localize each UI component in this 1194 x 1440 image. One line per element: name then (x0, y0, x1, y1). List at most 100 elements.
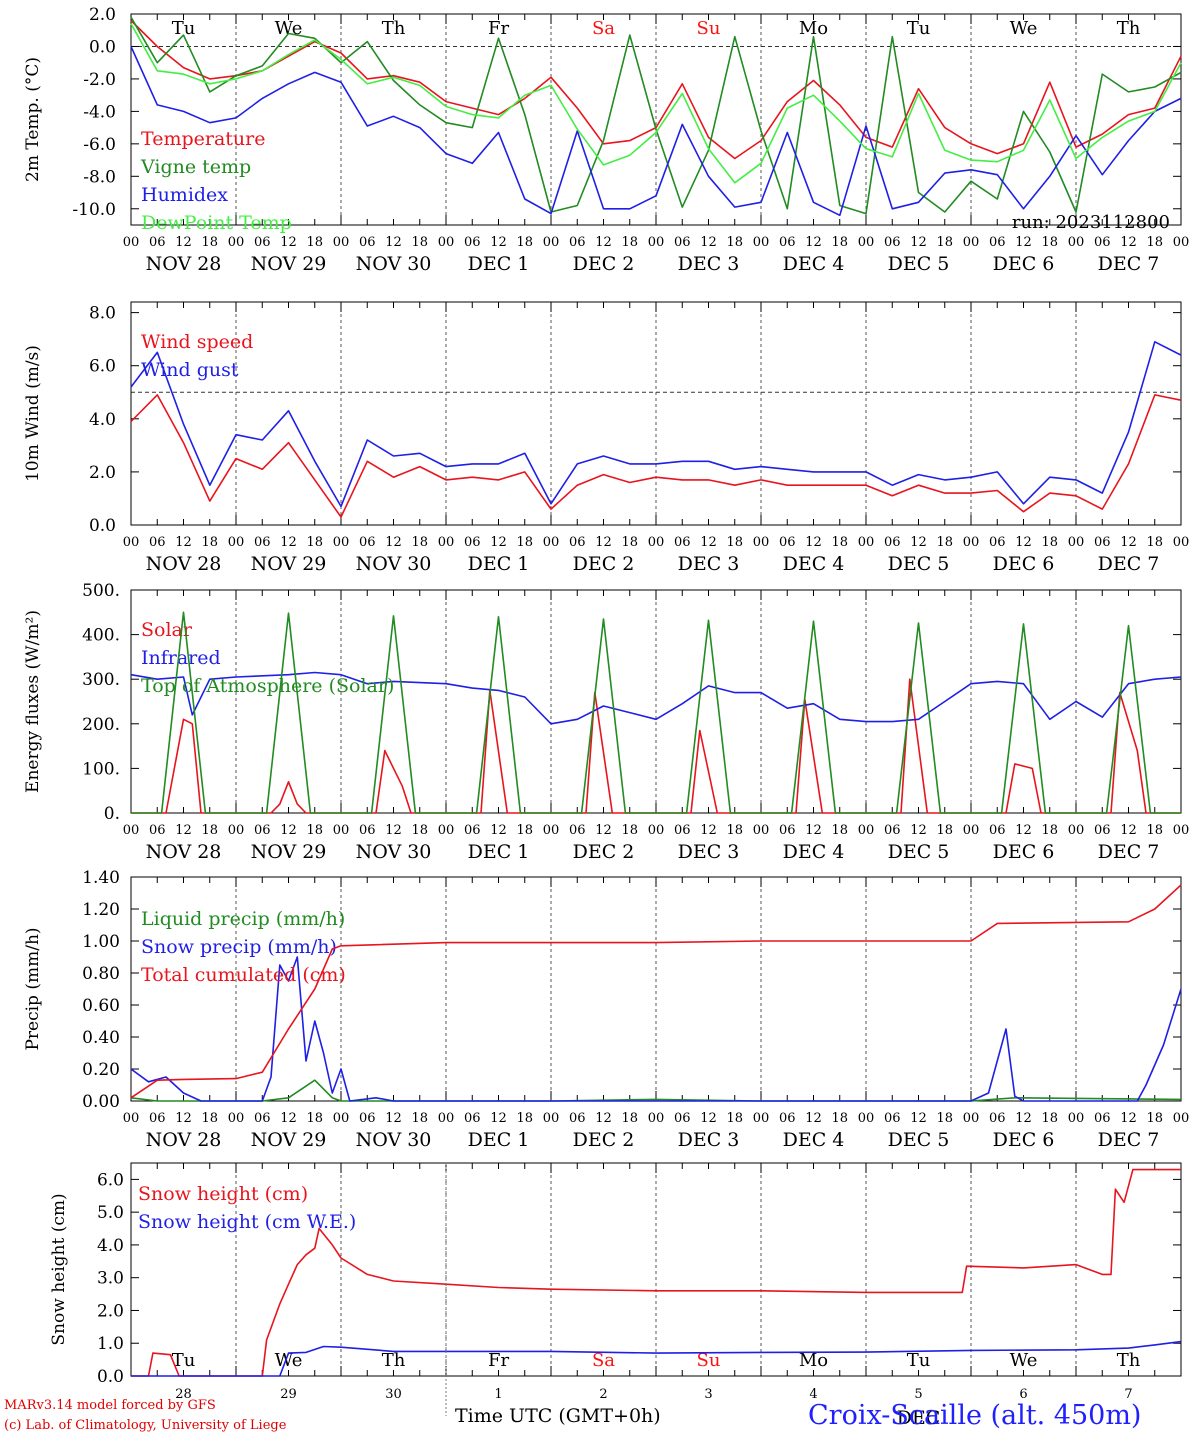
hour-label: 12 (805, 535, 822, 550)
weekday-label: Tu (907, 18, 931, 39)
date-label: DEC 4 (783, 553, 845, 575)
day-number: 5 (914, 1387, 922, 1402)
y-tick-label: 0.0 (89, 37, 116, 57)
hour-label: 06 (674, 535, 691, 550)
legend-entry: Wind gust (141, 359, 239, 381)
series-line (131, 678, 1181, 814)
hour-label: 00 (123, 235, 140, 250)
date-label: DEC 4 (783, 1129, 845, 1151)
y-tick-label: 300. (82, 670, 120, 690)
hour-label: 06 (149, 235, 166, 250)
y-axis-label: Energy fluxes (W/m²) (23, 610, 43, 793)
hour-label: 00 (228, 535, 245, 550)
y-tick-label: 5.0 (97, 1203, 124, 1223)
hour-label: 18 (306, 235, 323, 250)
series-line (130, 16, 1182, 215)
y-axis-label: 2m Temp. (°C) (23, 57, 43, 182)
hour-label: 18 (1146, 1111, 1163, 1126)
date-label: DEC 3 (678, 553, 740, 575)
hour-label: 00 (858, 235, 875, 250)
legend-entry: Solar (141, 619, 193, 641)
y-tick-label: 1.40 (82, 868, 120, 888)
weekday-label: Fr (488, 1350, 509, 1371)
hour-label: 00 (1068, 535, 1085, 550)
hour-label: 18 (621, 535, 638, 550)
y-tick-label: 1.00 (82, 932, 120, 952)
hour-label: 18 (201, 1111, 218, 1126)
hour-label: 00 (438, 1111, 455, 1126)
y-tick-label: 3.0 (97, 1269, 124, 1289)
hour-label: 18 (1041, 535, 1058, 550)
date-label: NOV 29 (251, 253, 327, 275)
weekday-label: Th (1117, 18, 1141, 39)
day-number: 28 (175, 1387, 192, 1402)
legend-entry: Temperature (141, 128, 265, 150)
hour-label: 06 (359, 1111, 376, 1126)
hour-label: 06 (989, 535, 1006, 550)
hour-label: 06 (149, 1111, 166, 1126)
hour-label: 18 (936, 823, 953, 838)
hour-label: 06 (464, 1111, 481, 1126)
series-line (130, 46, 1182, 217)
hour-label: 06 (254, 1111, 271, 1126)
hour-label: 06 (359, 535, 376, 550)
hour-label: 18 (831, 235, 848, 250)
y-tick-label: 8.0 (89, 304, 116, 324)
legend-entry: DewPoint Temp (141, 212, 292, 234)
hour-label: 18 (516, 235, 533, 250)
hour-label: 12 (700, 235, 717, 250)
date-label: DEC 2 (573, 1129, 635, 1151)
hour-label: 00 (228, 1111, 245, 1126)
hour-label: 18 (1041, 823, 1058, 838)
series-line (130, 394, 1182, 518)
hour-label: 06 (254, 535, 271, 550)
hour-label: 06 (464, 535, 481, 550)
hour-label: 12 (1015, 1111, 1032, 1126)
hour-label: 12 (1120, 823, 1137, 838)
hour-label: 18 (621, 1111, 638, 1126)
hour-label: 12 (700, 823, 717, 838)
y-axis-label: 10m Wind (m/s) (23, 345, 43, 482)
hour-label: 18 (936, 535, 953, 550)
weekday-label: Tu (172, 1350, 196, 1371)
hour-label: 12 (175, 1111, 192, 1126)
y-tick-label: 500. (82, 581, 120, 601)
y-tick-label: 0.0 (97, 1367, 124, 1387)
weekday-label: Su (697, 18, 721, 39)
run-label: run: 2023112800 (1012, 212, 1170, 233)
y-tick-label: 0.80 (82, 964, 120, 984)
hour-label: 00 (963, 235, 980, 250)
hour-label: 00 (648, 535, 665, 550)
date-label: DEC 2 (573, 841, 635, 863)
date-label: DEC 4 (783, 841, 845, 863)
y-tick-label: 100. (82, 759, 120, 779)
series-line (130, 956, 1182, 1102)
hour-label: 12 (175, 535, 192, 550)
date-label: DEC 1 (468, 253, 530, 275)
hour-label: 12 (595, 823, 612, 838)
hour-label: 18 (936, 1111, 953, 1126)
date-label: NOV 30 (356, 253, 432, 275)
hour-label: 12 (910, 823, 927, 838)
y-tick-label: -4.0 (83, 102, 116, 122)
y-tick-label: 0. (104, 804, 120, 824)
plot-frame (130, 301, 1182, 526)
hour-label: 12 (595, 235, 612, 250)
y-tick-label: 0.60 (82, 996, 120, 1016)
hour-label: 00 (753, 535, 770, 550)
day-number: 4 (809, 1387, 817, 1402)
hour-label: 06 (884, 535, 901, 550)
hour-label: 18 (516, 1111, 533, 1126)
date-label: DEC 5 (888, 1129, 950, 1151)
hour-label: 06 (884, 823, 901, 838)
hour-label: 00 (858, 1111, 875, 1126)
y-tick-label: 2.0 (89, 5, 116, 25)
legend-entry: Total cumulated (cm) (141, 964, 346, 986)
date-label: NOV 29 (251, 1129, 327, 1151)
hour-label: 00 (438, 823, 455, 838)
date-label: DEC 3 (678, 253, 740, 275)
weekday-label: Mo (799, 1350, 828, 1371)
hour-label: 18 (411, 823, 428, 838)
hour-label: 06 (779, 1111, 796, 1126)
hour-label: 18 (831, 1111, 848, 1126)
